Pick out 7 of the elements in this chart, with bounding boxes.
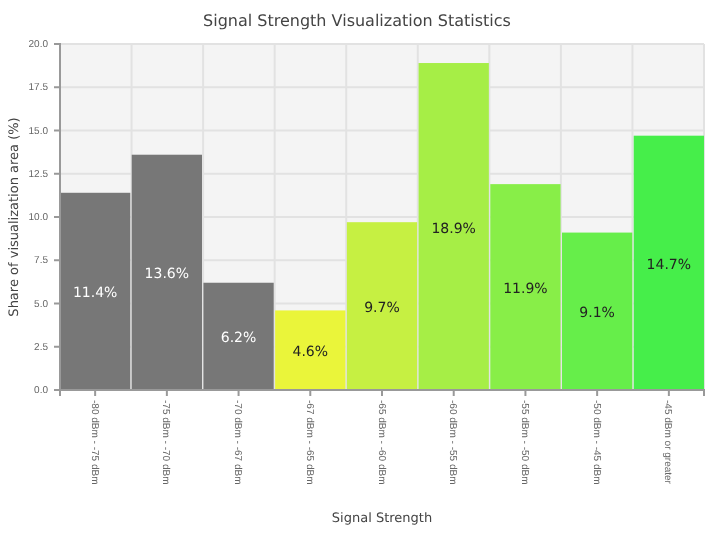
bar bbox=[346, 222, 418, 390]
bar bbox=[562, 232, 633, 390]
bar bbox=[275, 310, 346, 390]
bar bbox=[418, 63, 489, 390]
bar bbox=[633, 135, 704, 390]
bar bbox=[490, 184, 561, 390]
chart-title: Signal Strength Visualization Statistics bbox=[203, 12, 511, 30]
